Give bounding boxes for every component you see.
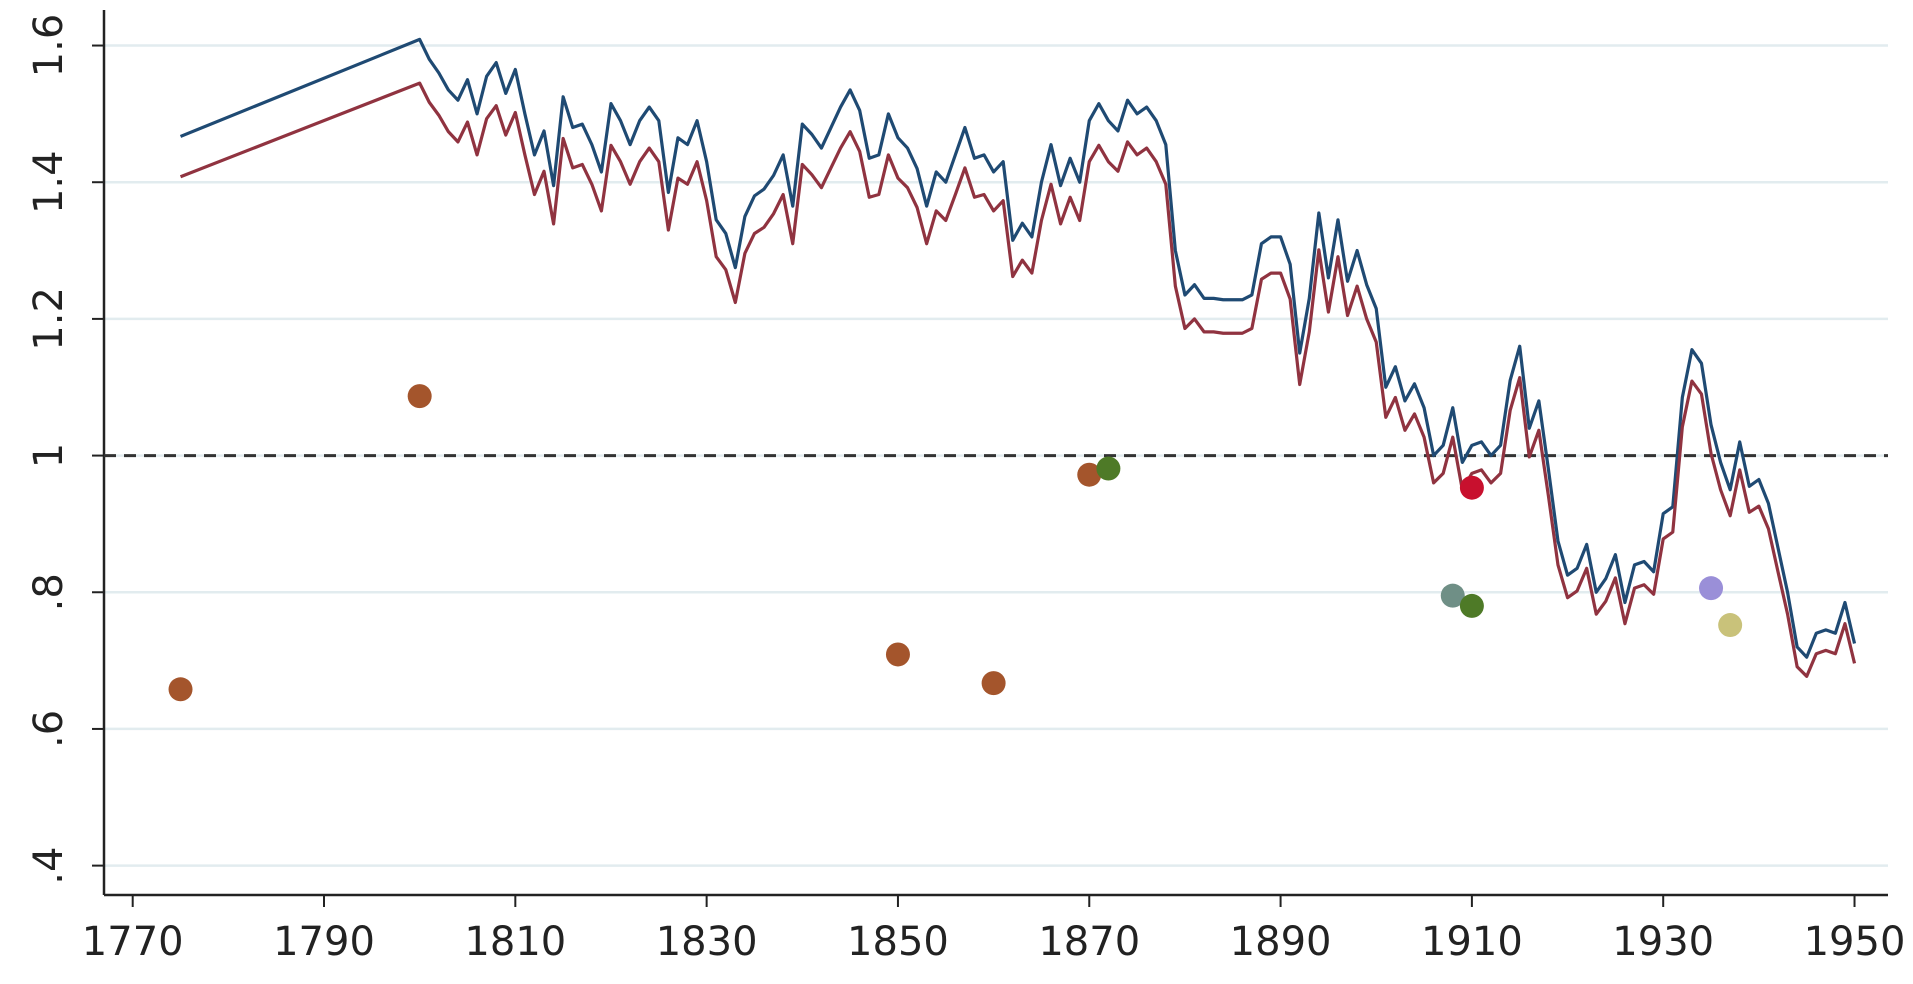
y-tick-label: 1	[26, 443, 72, 468]
x-tick-label: 1930	[1612, 919, 1714, 965]
line-series	[179, 37, 1857, 659]
x-tick-label: 1770	[82, 919, 184, 965]
y-tick-label: 1.4	[26, 150, 72, 214]
scatter-point	[1718, 613, 1743, 638]
scatter-point	[407, 384, 432, 409]
scatter-point	[1440, 583, 1465, 608]
x-tick-label: 1890	[1230, 919, 1332, 965]
x-tick-label: 1950	[1804, 919, 1906, 965]
scatter-point	[1077, 462, 1102, 487]
y-tick-label: 1.6	[26, 14, 72, 78]
scatter-point	[1459, 475, 1484, 500]
scatter-point	[1459, 593, 1484, 618]
x-tick-label: 1910	[1421, 919, 1523, 965]
scatter-point	[1096, 456, 1121, 481]
x-tick-label: 1830	[656, 919, 758, 965]
y-tick-label: .8	[26, 573, 72, 611]
line-series	[179, 81, 1857, 678]
scatter-point	[885, 642, 910, 667]
scatter-point	[168, 677, 193, 702]
x-tick-label: 1870	[1038, 919, 1140, 965]
y-tick-label: .4	[26, 847, 72, 885]
x-tick-label: 1810	[464, 919, 566, 965]
y-tick-label: .6	[26, 710, 72, 748]
x-tick-label: 1790	[273, 919, 375, 965]
x-tick-label: 1850	[847, 919, 949, 965]
y-tick-label: 1.2	[26, 287, 72, 351]
scatter-point	[981, 671, 1006, 696]
scatter-point	[1699, 576, 1724, 601]
